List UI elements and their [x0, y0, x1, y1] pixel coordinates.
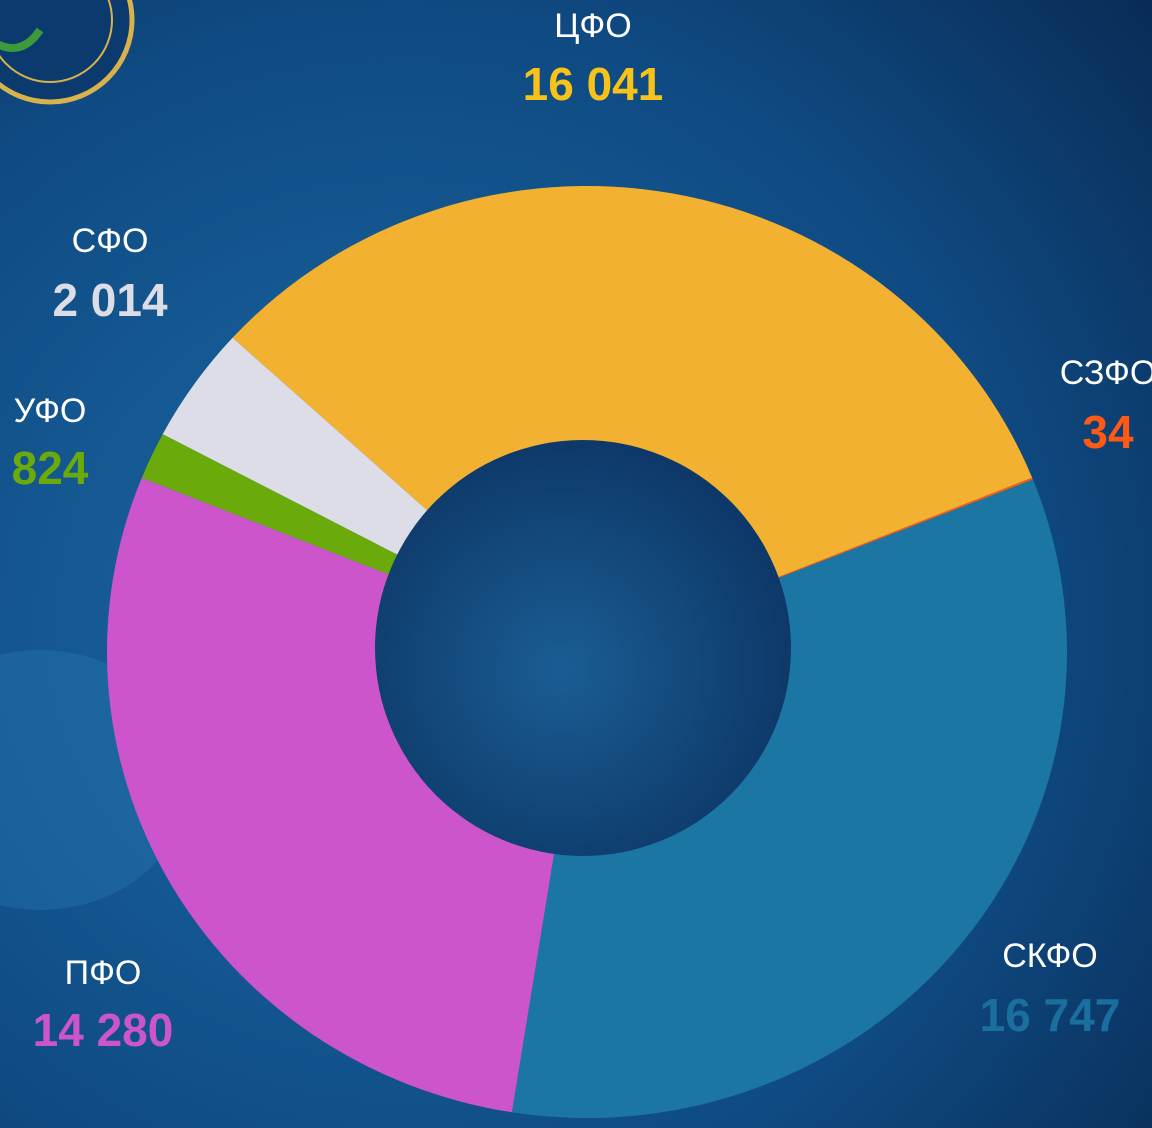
value-label: 2 014 [52, 274, 168, 326]
value-label: 16 747 [980, 989, 1121, 1041]
category-label: СФО [72, 222, 149, 260]
category-label: СЗФО [1060, 354, 1152, 392]
category-label: СКФО [1002, 937, 1098, 975]
value-label: 14 280 [33, 1004, 174, 1056]
value-label: 824 [12, 442, 89, 494]
donut-hole [375, 440, 791, 856]
category-label: ЦФО [554, 7, 631, 45]
logo [0, 0, 135, 105]
value-label: 16 041 [523, 58, 664, 110]
category-label: ПФО [65, 954, 142, 992]
value-label: 34 [1082, 406, 1134, 458]
donut-slice [232, 185, 1033, 652]
category-label: УФО [14, 392, 87, 430]
